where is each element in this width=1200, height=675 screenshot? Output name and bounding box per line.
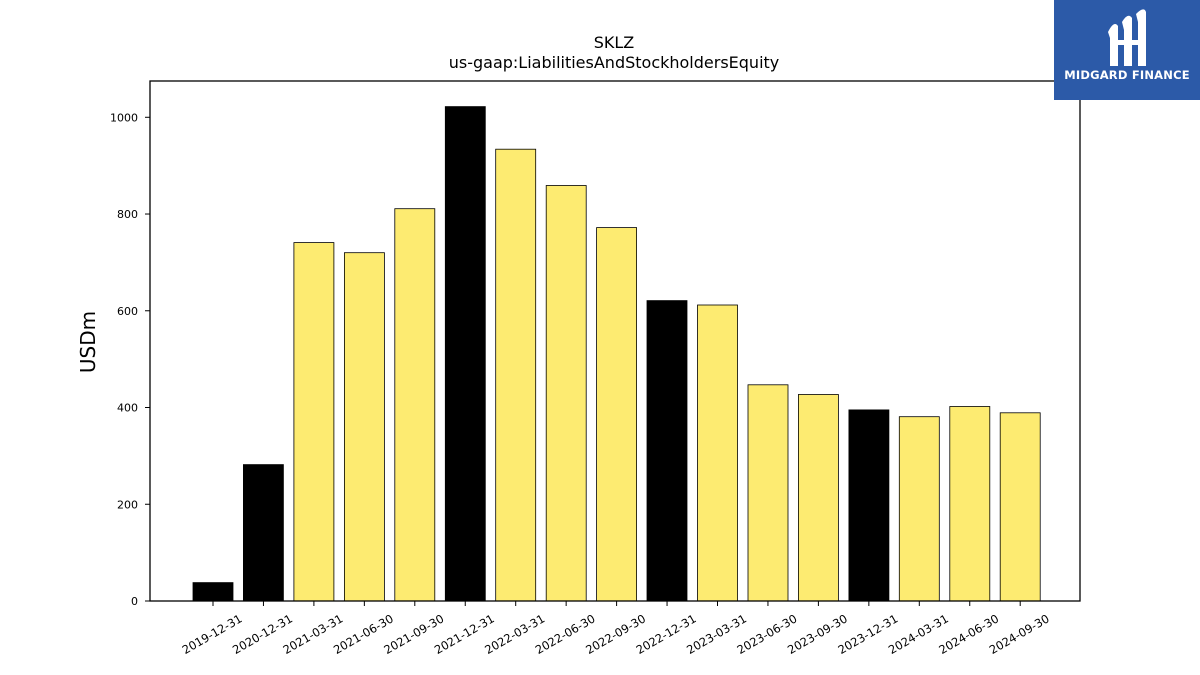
plot-frame bbox=[149, 80, 1081, 602]
bar-2023-12-31 bbox=[848, 409, 890, 602]
y-tick-label: 1000 bbox=[110, 111, 138, 124]
bar-2023-06-30 bbox=[747, 384, 789, 602]
bar-2021-06-30 bbox=[343, 252, 385, 602]
y-axis-label: USDm bbox=[76, 311, 100, 373]
bar-2024-03-31 bbox=[898, 416, 940, 602]
bar-2024-09-30 bbox=[999, 412, 1041, 602]
chart-subtitle: us-gaap:LiabilitiesAndStockholdersEquity bbox=[449, 53, 780, 72]
bar-2019-12-31 bbox=[192, 582, 234, 602]
bar-2023-03-31 bbox=[697, 304, 738, 602]
bar-2020-12-31 bbox=[242, 464, 284, 602]
y-tick-label: 400 bbox=[117, 402, 138, 415]
chart-title: SKLZ bbox=[594, 33, 635, 52]
x-ticks-group: 2019-12-312020-12-312021-03-312021-06-30… bbox=[180, 601, 1052, 657]
bar-2022-12-31 bbox=[646, 300, 688, 602]
bar-2021-09-30 bbox=[394, 208, 436, 602]
midgard-finance-logo: MIDGARD FINANCE bbox=[1054, 0, 1200, 100]
bar-2022-03-31 bbox=[495, 148, 537, 602]
y-tick-label: 600 bbox=[117, 305, 138, 318]
bar-2024-06-30 bbox=[949, 406, 991, 602]
bar-2021-12-31 bbox=[444, 106, 486, 602]
midgard-logo-icon bbox=[1108, 9, 1146, 66]
bar-2022-06-30 bbox=[545, 185, 587, 602]
y-ticks-group: 0 200 400 600 800 1000 bbox=[110, 111, 150, 608]
y-tick-label: 200 bbox=[117, 498, 138, 511]
y-tick-label: 800 bbox=[117, 208, 138, 221]
y-tick-label: 0 bbox=[131, 595, 138, 608]
logo-text: MIDGARD FINANCE bbox=[1064, 68, 1190, 82]
bar-2021-03-31 bbox=[293, 242, 335, 602]
bar-2023-09-30 bbox=[798, 394, 839, 602]
bar-2022-09-30 bbox=[596, 227, 637, 602]
bars-group bbox=[192, 106, 1041, 602]
